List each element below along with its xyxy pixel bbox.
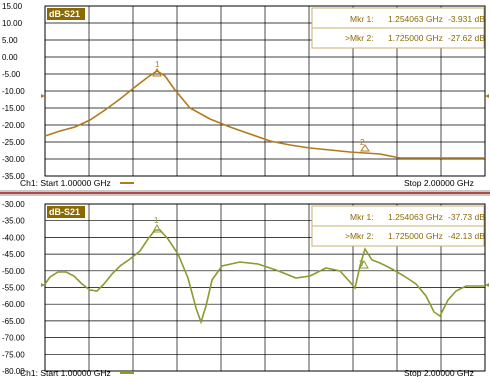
bottom-y-tick-label: -55.00 [2,284,25,293]
bottom-mkr2-value: -42.13 dB [448,231,485,241]
bottom-y-tick-label: -50.00 [2,267,25,276]
bottom-y-tick-label: -40.00 [2,233,25,242]
top-y-tick-label: -20.00 [2,121,25,130]
top-badge-bg [47,8,85,20]
panel-separator [0,190,490,196]
top-y-tick-label: -30.00 [2,155,25,164]
bottom-grid [45,204,485,371]
bottom-y-tick-label: -65.00 [2,317,25,326]
bottom-y-tick-label: -75.00 [2,350,25,359]
top-mkr2-value: -27.62 dB [448,33,485,43]
top-footer-start: Ch1: Start 1.00000 GHz [20,178,111,188]
top-y-tick-label: -5.00 [2,70,21,79]
bottom-reference-arrow-right [485,283,489,287]
separator-line [0,192,490,194]
top-y-tick-label: 0.00 [2,53,18,62]
top-y-tick-label: 15.00 [2,2,23,11]
top-y-tick-label: 5.00 [2,36,18,45]
bottom-trace-badge: dB-S21 [49,207,80,217]
bottom-footer-stop: Stop 2.00000 GHz [404,368,474,377]
top-marker-1-label: 1 [155,60,160,69]
top-reference-arrow-right [485,94,489,98]
bottom-marker-2-label: 2 [359,259,364,268]
top-y-tick-label: -10.00 [2,87,25,96]
bottom-mkr1-label: Mkr 1: [350,212,374,222]
bottom-y-tick-label: -45.00 [2,250,25,259]
bottom-y-tick-label: -30.00 [2,200,25,209]
bottom-marker-1-triangle [152,223,162,233]
bottom-mkr2-freq: 1.725000 GHz [388,231,443,241]
top-trace-panel: 15.00 10.00 5.00 0.00 -5.00 -10.00 -15.00 -20.0… [0,0,490,190]
top-marker-2-label: 2 [360,138,365,147]
bottom-mkr1-value: -37.73 dB [448,212,485,222]
bottom-s21-trace [44,229,485,325]
top-y-tick-label: -25.00 [2,138,25,147]
bottom-reference-arrow-left [41,283,45,287]
top-marker-2-triangle [360,144,370,152]
bottom-trace-panel: -30.00 -35.00 -40.00 -45.00 -50.00 -55.00 -60.… [0,196,490,377]
top-s21-trace [44,70,485,159]
top-mkr1-value: -3.931 dB [448,14,485,24]
top-y-tick-label: -35.00 [2,172,25,181]
bottom-mkr2-label: >Mkr 2: [345,231,374,241]
top-mkr2-freq: 1.725000 GHz [388,33,443,43]
top-mkr2-label: >Mkr 2: [345,33,374,43]
bottom-marker-1-label: 1 [154,216,159,225]
top-y-axis-labels: 15.00 10.00 5.00 0.00 -5.00 -10.00 -15.00 -20.0… [2,2,25,181]
bottom-y-axis-labels: -30.00 -35.00 -40.00 -45.00 -50.00 -55.00 -60.… [2,200,25,376]
top-mkr1-label: Mkr 1: [350,14,374,24]
bottom-y-tick-label: -70.00 [2,334,25,343]
bottom-y-tick-label: -35.00 [2,217,25,226]
bottom-mkr1-freq: 1.254063 GHz [388,212,443,222]
top-reference-arrow-left [41,94,45,98]
bottom-y-tick-label: -60.00 [2,300,25,309]
top-footer-stop: Stop 2.00000 GHz [404,178,474,188]
top-trace-badge: dB-S21 [49,9,80,19]
bottom-badge-bg [47,206,85,218]
top-mkr1-freq: 1.254063 GHz [388,14,443,24]
top-y-tick-label: 10.00 [2,19,23,28]
bottom-footer-start: Ch1: Start 1.00000 GHz [20,368,111,377]
bottom-y-tick-label: -80.00 [2,367,25,376]
top-marker-1-triangle [152,67,162,77]
top-y-tick-label: -15.00 [2,104,25,113]
bottom-marker-2-triangle [359,259,369,269]
